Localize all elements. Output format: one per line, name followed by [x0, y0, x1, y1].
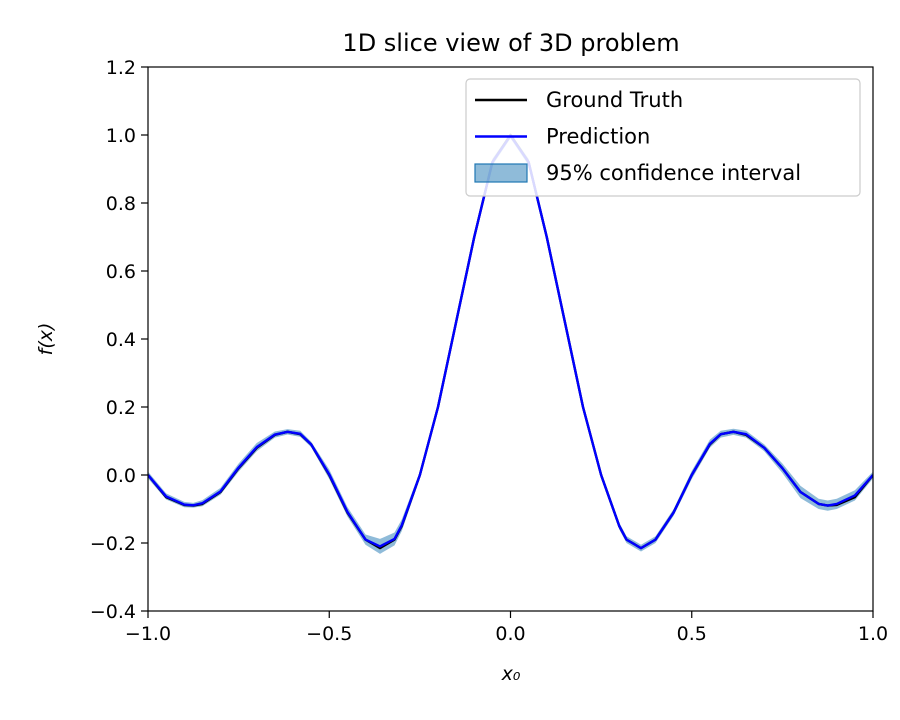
- legend: Ground Truth Prediction 95% confidence int…: [465, 78, 861, 197]
- legend-prediction-label: Prediction: [546, 125, 650, 149]
- x-tick-label: 1.0: [858, 623, 888, 645]
- x-tick-label: 0.0: [495, 623, 525, 645]
- y-tick-label: 0.2: [106, 397, 136, 419]
- y-tick-label: 0.8: [106, 193, 136, 215]
- y-tick-label: 0.6: [106, 261, 136, 283]
- legend-confidence-interval-label: 95% confidence interval: [546, 161, 801, 185]
- x-tick-label: −0.5: [306, 623, 352, 645]
- axes: −1.0 −0.5 0.0 0.5 1.0 −0.4 −0.2 0.0 0.2 0.4 0.6 0.8…: [90, 57, 888, 645]
- y-tick-label: 1.2: [106, 57, 136, 79]
- y-tick-label: 1.0: [106, 125, 136, 147]
- y-tick-label: 0.4: [106, 329, 136, 351]
- y-tick-label: −0.4: [90, 601, 136, 623]
- legend-box: [465, 78, 861, 197]
- y-tick-label: 0.0: [106, 465, 136, 487]
- chart-title: 1D slice view of 3D problem: [342, 29, 679, 57]
- series-line-ground-truth: [148, 133, 873, 550]
- y-axis-label: f(x): [35, 323, 57, 356]
- legend-confidence-interval-swatch: [474, 163, 528, 183]
- y-tick-label: −0.2: [90, 533, 136, 555]
- series-line-prediction: [148, 134, 873, 550]
- x-tick-label: −1.0: [125, 623, 171, 645]
- legend-ground-truth-label: Ground Truth: [546, 88, 683, 112]
- x-tick-label: 0.5: [677, 623, 707, 645]
- x-axis-label: x₀: [501, 663, 521, 685]
